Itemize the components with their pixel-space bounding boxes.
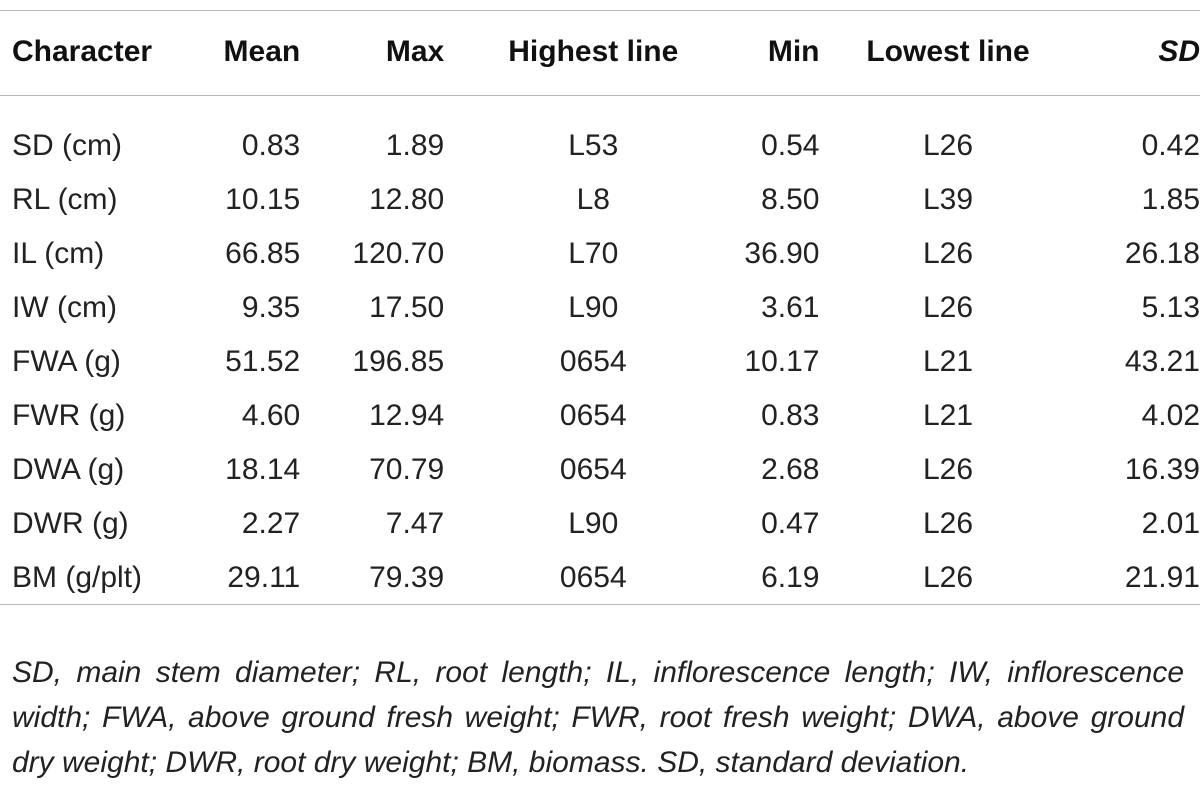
cell-highest-line: 0654 [559, 453, 627, 486]
table-footnote: SD, main stem diameter; RL, root length;… [12, 656, 1184, 779]
cell-mean: 66.85 [225, 237, 301, 270]
cell-character: RL (cm) [12, 183, 118, 216]
header-min: Min [767, 35, 820, 68]
cell-character: DWA (g) [12, 453, 125, 486]
cell-max: 17.50 [369, 291, 445, 324]
table-row: DWR (g) 2.27 7.47 L90 0.47 L26 2.01 [0, 497, 1200, 551]
table-row: SD (cm) 0.83 1.89 L53 0.54 L26 0.42 [0, 119, 1200, 173]
cell-min: 2.68 [761, 453, 820, 486]
cell-min: 36.90 [744, 237, 820, 270]
cell-highest-line: 0654 [559, 399, 627, 432]
cell-sd: 5.13 [1141, 291, 1200, 324]
cell-mean: 4.60 [241, 399, 301, 432]
cell-lowest-line: L21 [922, 399, 974, 432]
cell-character: FWA (g) [12, 345, 121, 378]
header-highest-line: Highest line [508, 35, 679, 68]
cell-highest-line: L53 [568, 129, 619, 162]
cell-character: SD (cm) [12, 129, 122, 162]
cell-mean: 18.14 [225, 453, 301, 486]
cell-highest-line: L70 [568, 237, 619, 270]
table-row: RL (cm) 10.15 12.80 L8 8.50 L39 1.85 [0, 173, 1200, 227]
cell-lowest-line: L26 [922, 507, 974, 540]
cell-sd: 43.21 [1124, 345, 1200, 378]
header-max: Max [385, 35, 445, 68]
cell-highest-line: 0654 [559, 561, 627, 594]
cell-min: 10.17 [744, 345, 820, 378]
body-top-spacer [0, 94, 1200, 119]
cell-lowest-line: L26 [922, 291, 974, 324]
cell-character: BM (g/plt) [12, 561, 143, 594]
cell-max: 12.80 [369, 183, 445, 216]
cell-character: DWR (g) [12, 507, 129, 540]
table-row: FWA (g) 51.52 196.85 0654 10.17 L21 43.2… [0, 335, 1200, 389]
cell-sd: 0.42 [1141, 129, 1200, 162]
cell-max: 79.39 [369, 561, 445, 594]
table-header-rule [0, 95, 1200, 96]
cell-mean: 10.15 [225, 183, 301, 216]
cell-lowest-line: L26 [922, 237, 974, 270]
cell-lowest-line: L26 [922, 561, 974, 594]
cell-min: 8.50 [761, 183, 820, 216]
cell-mean: 51.52 [225, 345, 301, 378]
cell-sd: 21.91 [1124, 561, 1200, 594]
cell-character: FWR (g) [12, 399, 126, 432]
cell-character: IW (cm) [12, 291, 117, 324]
cell-highest-line: L90 [568, 507, 619, 540]
cell-min: 0.47 [761, 507, 820, 540]
cell-max: 196.85 [352, 345, 445, 378]
cell-lowest-line: L39 [922, 183, 974, 216]
table-row: IW (cm) 9.35 17.50 L90 3.61 L26 5.13 [0, 281, 1200, 335]
table-row: FWR (g) 4.60 12.94 0654 0.83 L21 4.02 [0, 389, 1200, 443]
cell-sd: 16.39 [1124, 453, 1200, 486]
cell-highest-line: L90 [568, 291, 619, 324]
header-lowest-line: Lowest line [866, 35, 1030, 68]
cell-max: 1.89 [385, 129, 445, 162]
cell-highest-line: 0654 [559, 345, 627, 378]
cell-sd: 4.02 [1141, 399, 1200, 432]
cell-max: 7.47 [385, 507, 445, 540]
cell-min: 0.83 [761, 399, 820, 432]
cell-lowest-line: L21 [922, 345, 974, 378]
cell-lowest-line: L26 [922, 129, 974, 162]
cell-mean: 0.83 [241, 129, 301, 162]
cell-character: IL (cm) [12, 237, 105, 270]
table-row: DWA (g) 18.14 70.79 0654 2.68 L26 16.39 [0, 443, 1200, 497]
header-mean: Mean [223, 35, 301, 68]
cell-min: 0.54 [761, 129, 820, 162]
cell-max: 12.94 [369, 399, 445, 432]
cell-highest-line: L8 [576, 183, 610, 216]
cell-sd: 1.85 [1141, 183, 1200, 216]
table-row: IL (cm) 66.85 120.70 L70 36.90 L26 26.18 [0, 227, 1200, 281]
cell-mean: 9.35 [241, 291, 301, 324]
cell-sd: 26.18 [1124, 237, 1200, 270]
table-top-rule [0, 10, 1200, 11]
table-bottom-rule [0, 604, 1200, 605]
cell-lowest-line: L26 [922, 453, 974, 486]
cell-max: 70.79 [369, 453, 445, 486]
table-header-row: Character Mean Max Highest line Min Lowe… [0, 0, 1200, 94]
table-row: BM (g/plt) 29.11 79.39 0654 6.19 L26 21.… [0, 551, 1200, 605]
header-character: Character [12, 35, 153, 68]
cell-mean: 2.27 [241, 507, 301, 540]
header-sd: SD [1158, 35, 1200, 68]
cell-sd: 2.01 [1141, 507, 1200, 540]
cell-min: 3.61 [761, 291, 820, 324]
cell-mean: 29.11 [227, 561, 301, 594]
data-table: Character Mean Max Highest line Min Lowe… [0, 0, 1200, 605]
cell-max: 120.70 [352, 237, 445, 270]
cell-min: 6.19 [761, 561, 820, 594]
